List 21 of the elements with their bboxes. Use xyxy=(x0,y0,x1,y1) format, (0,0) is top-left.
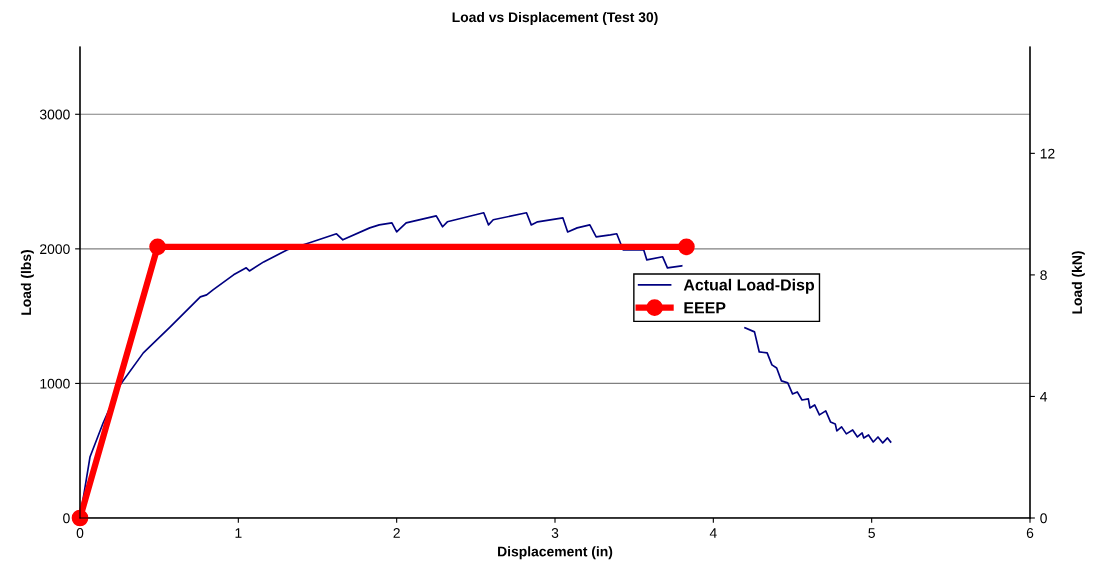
y-axis-title: Load (lbs) xyxy=(20,250,34,315)
chart-title: Load vs Displacement (Test 30) xyxy=(452,11,658,25)
x-tick-label: 1 xyxy=(235,528,242,538)
legend-label: Actual Load-Disp xyxy=(683,278,815,294)
legend-label: EEEP xyxy=(684,302,726,314)
y2-axis-title: Load (kN) xyxy=(1071,251,1085,314)
y-tick-label: 2000 xyxy=(40,244,70,255)
x-tick-label: 3 xyxy=(551,528,559,538)
y2-tick-label: 4 xyxy=(1040,391,1048,402)
x-tick-label: 5 xyxy=(868,528,875,538)
y2-tick-label: 8 xyxy=(1040,270,1047,281)
y-tick-label: 1000 xyxy=(40,378,70,389)
x-tick-label: 6 xyxy=(1026,528,1034,538)
x-axis-title: Displacement (in) xyxy=(498,546,613,560)
x-tick-label: 2 xyxy=(393,528,400,538)
x-tick-label: 0 xyxy=(76,528,84,538)
y-tick-label: 3000 xyxy=(39,109,70,120)
y-tick-label: 0 xyxy=(63,513,70,524)
y2-tick-label: 12 xyxy=(1040,148,1055,159)
x-tick-label: 4 xyxy=(709,528,717,538)
y2-tick-label: 0 xyxy=(1040,513,1047,524)
